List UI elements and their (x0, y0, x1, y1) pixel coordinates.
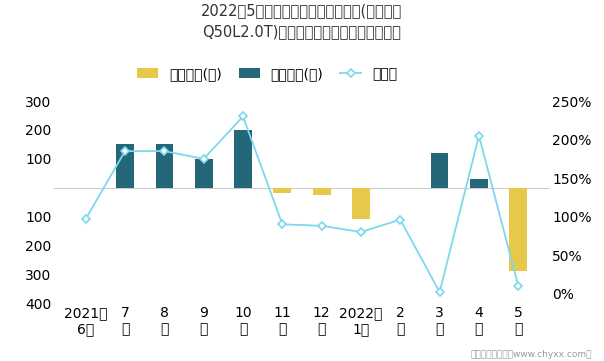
Bar (155, 144, 173, 188)
Bar (431, 153, 449, 188)
Bar (116, 144, 134, 188)
Bar (470, 179, 488, 188)
Bar (352, 188, 370, 219)
Bar (234, 130, 252, 188)
Text: 2022年5月英菲尼迪旗下最畅销轿车(英菲尼迪
Q50L2.0T)近一年库存情况及产销率统计图: 2022年5月英菲尼迪旗下最畅销轿车(英菲尼迪 Q50L2.0T)近一年库存情况… (201, 4, 403, 40)
Legend: 积压库存(辆), 清仓库存(辆), 产销率: 积压库存(辆), 清仓库存(辆), 产销率 (132, 61, 403, 87)
Text: 制图：智研咨询（www.chyxx.com）: 制图：智研咨询（www.chyxx.com） (471, 350, 592, 359)
Bar (313, 188, 330, 195)
Bar (274, 188, 291, 193)
Bar (509, 188, 527, 271)
Bar (195, 159, 213, 188)
